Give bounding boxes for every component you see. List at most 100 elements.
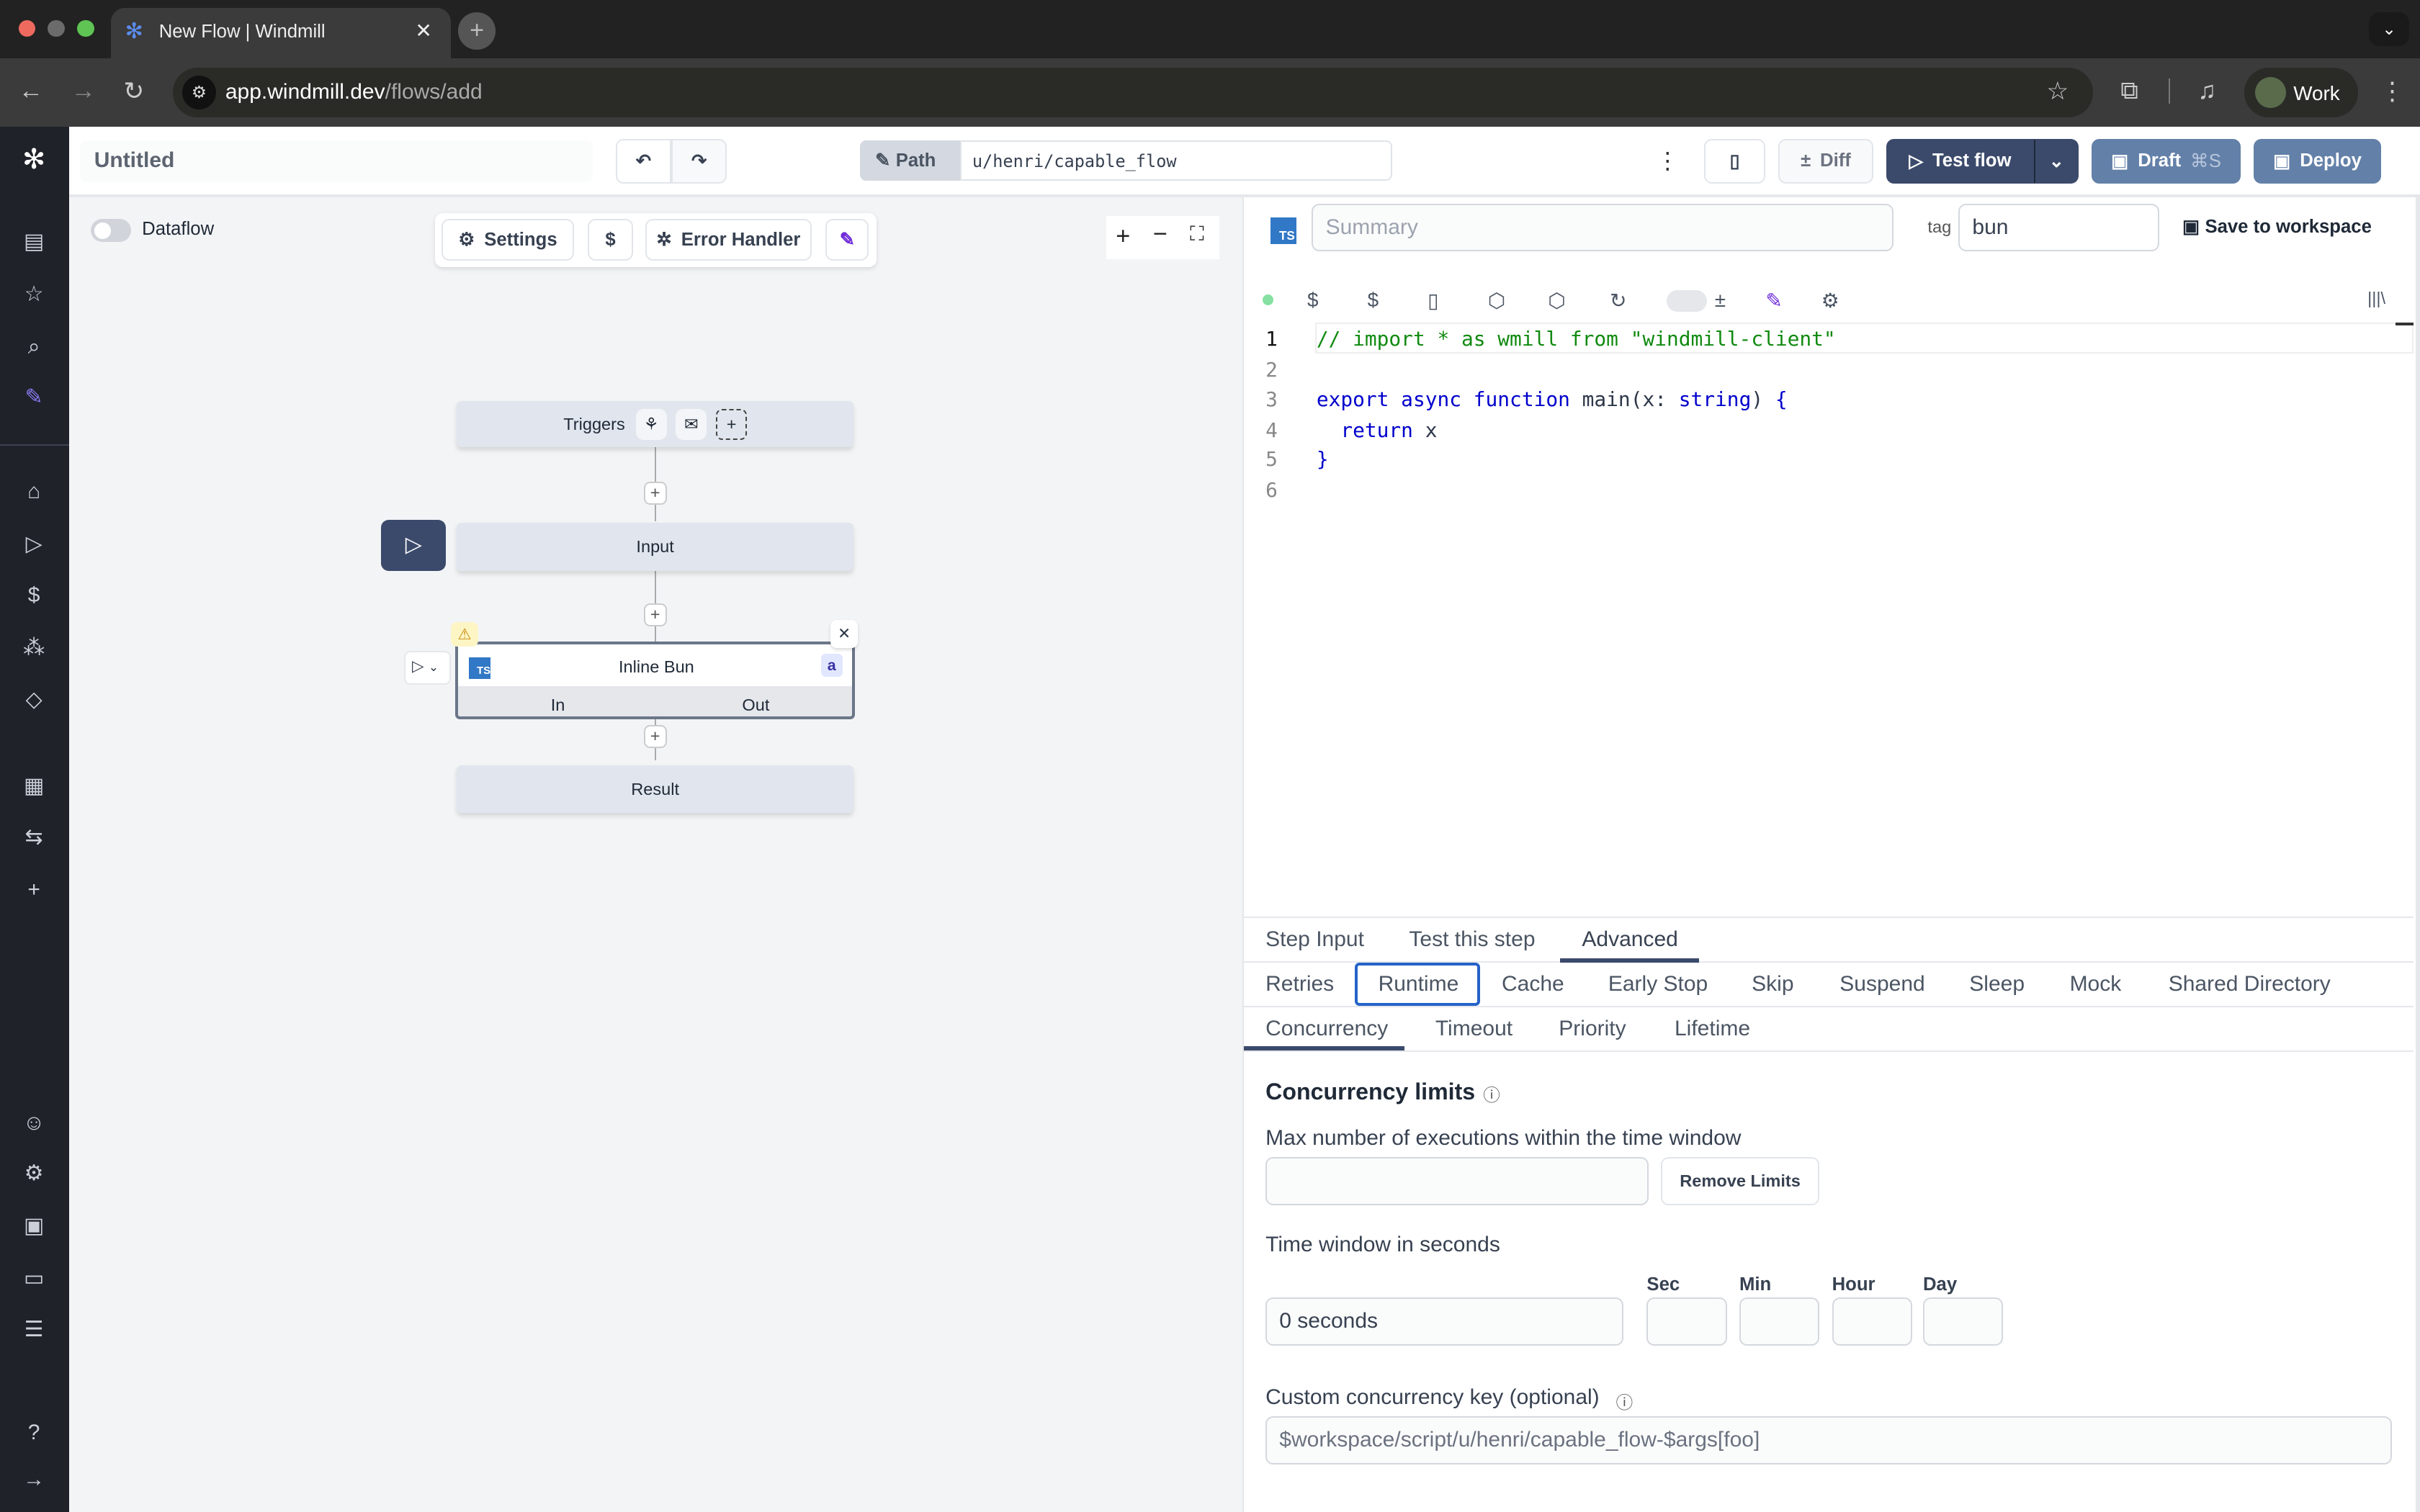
tab-timeout[interactable]: Timeout	[1435, 1017, 1513, 1041]
assets-icon[interactable]: ◇	[25, 688, 42, 712]
editor-scrollbar[interactable]	[2395, 322, 2414, 326]
tab-runtime[interactable]: Runtime	[1378, 971, 1459, 996]
input-node[interactable]: Input	[457, 523, 853, 571]
home-icon[interactable]: ⌂	[27, 480, 41, 504]
flow-title-input[interactable]: Untitled	[80, 140, 593, 182]
tab-advanced[interactable]: Advanced	[1582, 927, 1678, 951]
expand-sidebar-icon[interactable]: →	[23, 1467, 45, 1491]
summary-input[interactable]: Summary	[1312, 203, 1894, 252]
page-scrollbar[interactable]	[2415, 197, 2420, 1512]
code-editor[interactable]	[1244, 322, 2414, 917]
email-icon[interactable]: ✉	[676, 408, 707, 440]
search-icon[interactable]: ⌕	[27, 334, 40, 359]
windmill-logo-icon[interactable]: ✻	[22, 144, 46, 176]
tab-mock[interactable]: Mock	[2069, 971, 2122, 996]
fit-view-icon[interactable]: ⛶	[1190, 222, 1204, 245]
more-menu-icon[interactable]: ⋮	[1656, 147, 1680, 174]
tab-cache[interactable]: Cache	[1501, 971, 1564, 996]
site-settings-icon[interactable]: ⚙	[182, 75, 216, 110]
tab-step-input[interactable]: Step Input	[1265, 927, 1364, 951]
test-flow-button[interactable]: ▷ Test flow	[1886, 138, 2035, 184]
day-input[interactable]	[1923, 1297, 2004, 1346]
browser-tab[interactable]: ✻ New Flow | Windmill ✕	[111, 7, 451, 59]
add-resource-dollar-icon[interactable]: $	[1367, 288, 1379, 311]
browser-menu-icon[interactable]: ⋮	[2380, 78, 2405, 106]
tab-retries[interactable]: Retries	[1265, 971, 1335, 996]
test-flow-dropdown[interactable]: ⌄	[2034, 138, 2079, 184]
forward-icon[interactable]: →	[71, 77, 96, 105]
inline-bun-node[interactable]: TS Inline Bun a In Out	[455, 642, 856, 719]
url-bar[interactable]: ⚙ app.windmill.dev/flows/add ☆	[173, 68, 2093, 117]
file-icon[interactable]: ▯	[1428, 289, 1439, 312]
add-variable-dollar-icon[interactable]: $	[1307, 288, 1319, 311]
package-icon[interactable]: ⬡	[1548, 289, 1566, 312]
runs-play-icon[interactable]: ▷	[25, 532, 42, 556]
tab-test-this-step[interactable]: Test this step	[1409, 927, 1536, 951]
diff-button[interactable]: ± Diff	[1778, 138, 1874, 184]
add-step-button[interactable]: +	[643, 725, 667, 749]
library-icon[interactable]: |||\	[2367, 288, 2386, 307]
close-window-button[interactable]	[18, 19, 36, 37]
add-icon[interactable]: +	[27, 878, 40, 901]
add-trigger-icon[interactable]: +	[716, 408, 748, 440]
minimize-window-button[interactable]	[48, 19, 65, 37]
redo-button[interactable]: ↷	[671, 138, 727, 184]
scripts-icon[interactable]: ▤	[23, 230, 45, 253]
maximize-window-button[interactable]	[77, 19, 94, 37]
tab-skip[interactable]: Skip	[1752, 971, 1794, 996]
tab-sleep[interactable]: Sleep	[1969, 971, 2025, 996]
reload-icon[interactable]: ↻	[1609, 289, 1627, 312]
add-step-button[interactable]: +	[643, 481, 667, 505]
extensions-icon[interactable]: ⧉	[2120, 77, 2138, 105]
folders-icon[interactable]: ▭	[23, 1266, 45, 1290]
resources-icon[interactable]: ⁂	[23, 635, 45, 660]
time-window-input[interactable]: 0 seconds	[1265, 1297, 1624, 1346]
ai-wand-icon[interactable]: ✎	[1765, 289, 1783, 312]
logs-list-icon[interactable]: ☰	[24, 1317, 44, 1341]
tab-suspend[interactable]: Suspend	[1839, 971, 1925, 996]
warning-icon[interactable]: ⚠	[450, 621, 479, 647]
triggers-node[interactable]: Triggers ⚘ ✉ +	[457, 401, 853, 448]
run-flow-button[interactable]: ▷	[381, 520, 447, 571]
max-executions-input[interactable]	[1265, 1157, 1649, 1205]
flow-canvas[interactable]	[69, 197, 1242, 1512]
new-tab-button[interactable]: +	[458, 12, 496, 50]
webhook-icon[interactable]: ⚘	[635, 408, 667, 440]
test-step-button[interactable]: ▷ ⌄	[404, 651, 451, 685]
settings-button[interactable]: ⚙ Settings	[441, 219, 575, 261]
triggers-icon[interactable]: ⇆	[24, 825, 43, 850]
tab-list-button[interactable]: ⌄	[2369, 12, 2409, 47]
profile-button[interactable]: Work	[2244, 68, 2359, 117]
tag-input[interactable]: bun	[1958, 203, 2159, 252]
tab-lifetime[interactable]: Lifetime	[1674, 1017, 1751, 1041]
hour-input[interactable]	[1832, 1297, 1912, 1346]
user-icon[interactable]: ☺	[22, 1110, 45, 1135]
error-handler-button[interactable]: ✲ Error Handler	[645, 219, 812, 261]
reload-icon[interactable]: ↻	[123, 78, 145, 106]
settings-gear-icon[interactable]: ⚙	[24, 1161, 44, 1186]
workers-bot-icon[interactable]: ▣	[23, 1214, 45, 1238]
remove-limits-button[interactable]: Remove Limits	[1660, 1157, 1820, 1205]
package-icon[interactable]: ⬡	[1487, 289, 1506, 312]
help-icon[interactable]: ?	[27, 1421, 40, 1445]
draft-button[interactable]: ▣ Draft ⌘S	[2091, 138, 2241, 184]
info-icon[interactable]: ⓘ	[1615, 1392, 1634, 1412]
ai-wand-icon[interactable]: ✎	[24, 385, 43, 410]
schedules-calendar-icon[interactable]: ▦	[23, 774, 45, 798]
gear-icon[interactable]: ⚙	[1821, 289, 1839, 312]
delete-step-icon[interactable]: ✕	[830, 620, 859, 648]
result-node[interactable]: Result	[457, 765, 853, 814]
media-control-icon[interactable]: ♫	[2197, 77, 2217, 105]
ai-button[interactable]: ✎	[825, 219, 869, 261]
favorites-star-icon[interactable]: ☆	[24, 282, 44, 306]
variables-dollar-icon[interactable]: $	[27, 582, 40, 607]
tab-concurrency[interactable]: Concurrency	[1265, 1017, 1389, 1041]
diff-toggle[interactable]	[1667, 289, 1707, 312]
save-to-workspace-button[interactable]: ▣ Save to workspace	[2182, 216, 2372, 238]
add-step-button[interactable]: +	[643, 603, 667, 626]
zoom-out-icon[interactable]: −	[1152, 220, 1168, 248]
zoom-in-icon[interactable]: +	[1116, 222, 1131, 250]
path-input[interactable]: u/henri/capable_flow	[959, 140, 1392, 181]
close-tab-icon[interactable]: ✕	[415, 19, 432, 42]
undo-button[interactable]: ↶	[616, 138, 672, 184]
